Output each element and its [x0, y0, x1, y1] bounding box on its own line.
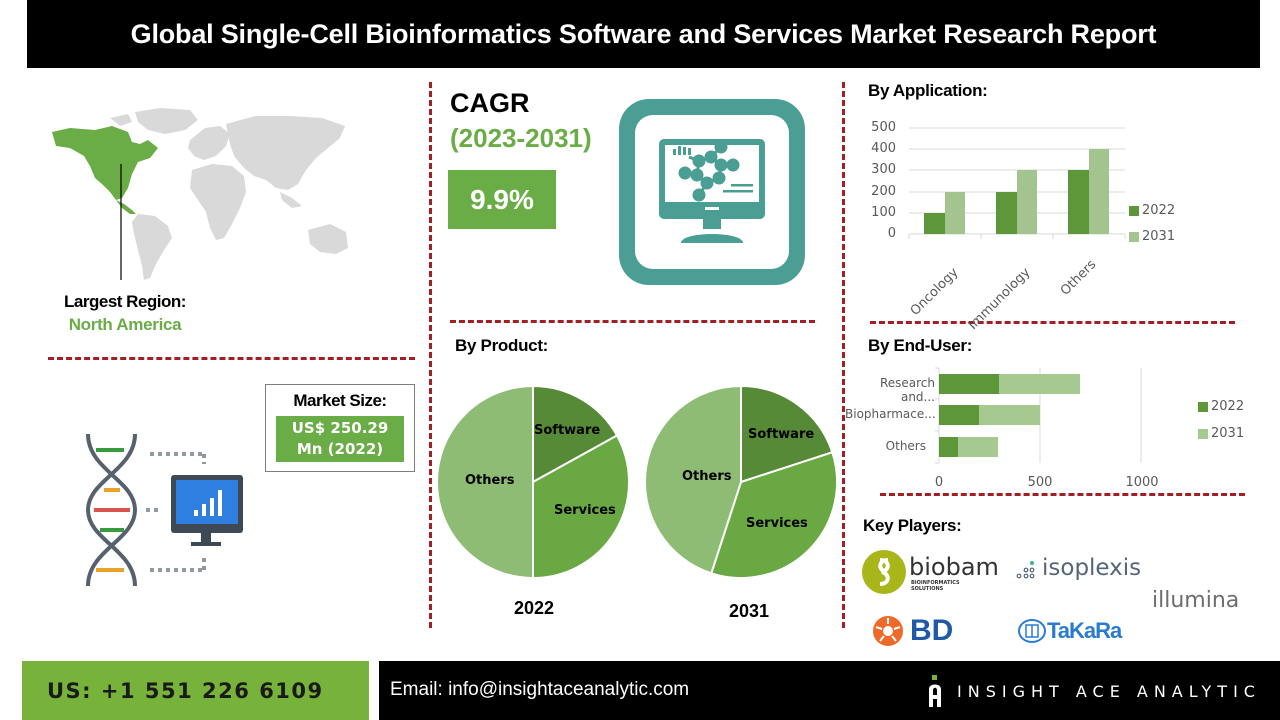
by-end-user-title: By End-User: [868, 336, 973, 355]
market-size-card: Market Size: US$ 250.29 Mn (2022) [265, 384, 415, 472]
y-label-others: Others [885, 439, 926, 453]
dna-monitor-icon [85, 433, 243, 587]
market-size-unit-year: Mn (2022) [296, 440, 384, 458]
logo-bd: BD [872, 614, 962, 648]
email-link[interactable]: Email: info@insightaceanalytic.com [390, 679, 690, 700]
divider-center [450, 320, 815, 323]
takara-name: TaKaRa [1047, 618, 1122, 643]
y-label-biopharma: Biopharmace... [845, 407, 936, 421]
phone-number[interactable]: US: +1 551 226 6109 [47, 678, 324, 703]
largest-region-value: North America [68, 315, 182, 334]
market-size-amount: US$ 250.29 [291, 419, 389, 437]
cagr-years: (2023-2031) [450, 123, 592, 153]
legend-2031: 2031 [1142, 229, 1176, 244]
pie-2022-label-services: Services [554, 503, 616, 518]
logo-illumina: illumina [1152, 588, 1240, 613]
x-tick-500: 500 [1027, 475, 1053, 490]
y-tick-300: 300 [871, 162, 896, 177]
biobam-icon [862, 550, 906, 594]
bioinformatics-icon-card [619, 99, 805, 285]
y-tick-400: 400 [871, 141, 896, 156]
y-tick-100: 100 [871, 205, 896, 220]
pie-2031-label-others: Others [682, 469, 732, 484]
end-user-legend-2022: 2022 [1211, 399, 1245, 414]
x-tick-1000: 1000 [1125, 475, 1159, 490]
brand-name: INSIGHT ACE ANALYTIC [957, 681, 1261, 701]
world-map [40, 100, 360, 290]
pie-2022-label-others: Others [465, 473, 515, 488]
end-user-chart-svg [935, 367, 1208, 464]
x-tick-0: 0 [934, 475, 944, 490]
bd-starburst-icon [873, 616, 903, 646]
report-header: Global Single-Cell Bioinformatics Softwa… [27, 0, 1260, 68]
footer-phone: US: +1 551 226 6109 [22, 661, 369, 720]
isoplexis-dots-icon [1016, 561, 1035, 579]
pie-2022-year: 2022 [513, 598, 555, 618]
application-chart-svg [908, 127, 1139, 242]
end-user-bar-chart: Research and... Biopharmace... Others 0 … [845, 365, 1260, 495]
divider-right-top [870, 321, 1235, 324]
biobam-name: biobam [909, 553, 999, 581]
legend-2022: 2022 [1142, 203, 1176, 218]
logo-biobam: biobam BIOINFORMATICS SOLUTIONS [862, 550, 999, 595]
biobam-tagline: BIOINFORMATICS SOLUTIONS [911, 580, 960, 592]
pie-2031-svg [643, 384, 838, 579]
logo-isoplexis: isoplexis [1016, 555, 1141, 589]
cagr-title: CAGR [450, 88, 530, 118]
divider-right-bottom [880, 493, 1245, 496]
y-tick-0: 0 [887, 226, 896, 241]
pie-chart-2022: Software Services Others [436, 384, 631, 580]
end-user-legend-2031: 2031 [1211, 426, 1245, 441]
y-tick-200: 200 [871, 184, 896, 199]
market-size-title: Market Size: [293, 391, 387, 410]
pie-2031-year: 2031 [728, 601, 770, 621]
brand-logo: INSIGHT ACE ANALYTIC [927, 675, 1261, 707]
divider-left [48, 357, 415, 360]
pie-chart-2031: Software Services Others [643, 384, 838, 579]
divider-vertical-left [429, 82, 432, 628]
cagr-value: 9.9% [448, 170, 556, 229]
insight-ace-logo-icon [929, 675, 941, 707]
isoplexis-name: isoplexis [1042, 555, 1142, 581]
y-tick-500: 500 [871, 120, 896, 135]
pie-2031-label-services: Services [746, 516, 808, 531]
report-title: Global Single-Cell Bioinformatics Softwa… [130, 18, 1157, 49]
by-application-title: By Application: [868, 81, 988, 100]
logo-takara: TaKaRa [1018, 617, 1128, 647]
dna-analysis-illustration [80, 430, 250, 590]
pie-2022-label-software: Software [534, 423, 601, 438]
application-bar-chart: 500 400 300 200 100 0 2022 2031 Oncology… [860, 115, 1260, 333]
bd-name: BD [910, 614, 954, 647]
market-size-value: US$ 250.29 Mn (2022) [276, 416, 404, 462]
pie-2031-label-software: Software [748, 427, 815, 442]
pie-2022-svg [436, 384, 631, 580]
key-players-title: Key Players: [863, 516, 962, 535]
footer-contact: Email: info@insightaceanalytic.com INSIG… [379, 661, 1280, 720]
world-map-icon [52, 108, 348, 280]
by-product-title: By Product: [455, 336, 549, 355]
takara-emblem-icon [1018, 619, 1046, 643]
divider-vertical-right [842, 82, 845, 628]
molecule-monitor-icon [619, 99, 805, 285]
largest-region-label: Largest Region: [64, 292, 186, 311]
y-label-research: Research and... [879, 376, 935, 404]
